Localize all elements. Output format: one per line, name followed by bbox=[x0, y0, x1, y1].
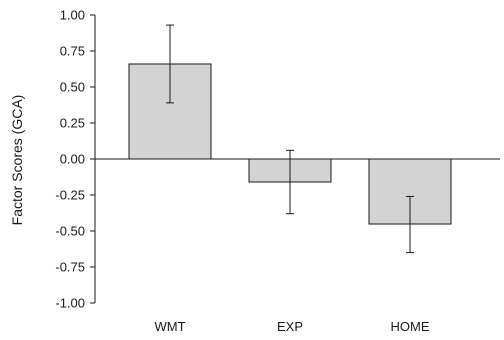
y-tick-label: -0.25 bbox=[55, 188, 85, 203]
y-tick-label: 0.75 bbox=[60, 44, 85, 59]
error-bars bbox=[166, 24, 414, 254]
x-tick-label-exp: EXP bbox=[277, 319, 303, 334]
error-bar-home bbox=[406, 195, 414, 254]
y-tick-label: -1.00 bbox=[55, 296, 85, 311]
y-tick-label: 1.00 bbox=[60, 8, 85, 23]
y-tick-label: -0.50 bbox=[55, 224, 85, 239]
x-tick-label-home: HOME bbox=[391, 319, 430, 334]
y-axis-label: Factor Scores (GCA) bbox=[9, 95, 25, 226]
y-tick-label: 0.50 bbox=[60, 80, 85, 95]
y-axis-ticks: 1.00 0.75 0.50 0.25 0.00 -0.25 -0.50 -0.75 -1.00 bbox=[55, 8, 95, 311]
y-tick-label: 0.25 bbox=[60, 116, 85, 131]
error-bar-wmt bbox=[166, 24, 174, 104]
x-axis-tick-labels: WMT EXP HOME bbox=[154, 319, 429, 334]
y-tick-label: -0.75 bbox=[55, 260, 85, 275]
error-bar-exp bbox=[286, 149, 294, 215]
x-tick-label-wmt: WMT bbox=[154, 319, 185, 334]
y-tick-label: 0.00 bbox=[60, 152, 85, 167]
